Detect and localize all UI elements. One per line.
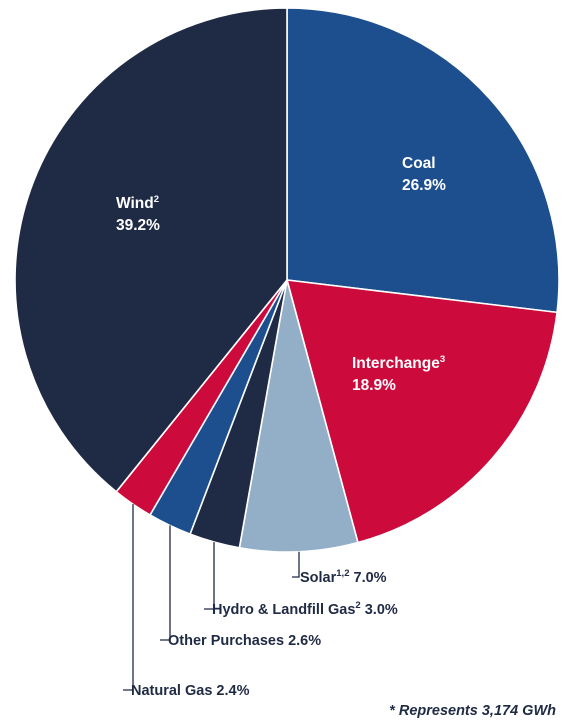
- leader-line-solar: [292, 551, 300, 578]
- slice-name-interchange: Interchange: [352, 355, 440, 372]
- slice-value-natural-gas: 2.4%: [212, 683, 249, 699]
- pie-slice-interchange: [286, 279, 558, 544]
- slice-name-hydro-landfill-gas: Hydro & Landfill Gas: [212, 602, 355, 618]
- slice-footnote-hydro-landfill-gas: 2: [355, 600, 360, 611]
- slice-label-wind: Wind2 39.2%: [116, 194, 160, 234]
- slice-label-coal: Coal 26.9%: [402, 155, 446, 194]
- slice-label-interchange: Interchange3 18.9%: [352, 354, 445, 394]
- slice-value-interchange: 18.9%: [352, 377, 396, 394]
- leader-line-natural-gas: [123, 504, 134, 691]
- slice-value-other-purchases: 2.6%: [284, 633, 321, 649]
- total-note: * Represents 3,174 GWh: [389, 703, 556, 719]
- slice-value-wind: 39.2%: [116, 217, 160, 234]
- leader-line-other-purchases: [160, 525, 171, 641]
- slice-label-solar: Solar1,2 7.0%: [300, 568, 387, 586]
- pie-slice-coal: [286, 7, 560, 314]
- leader-line-hydro-landfill-gas: [204, 542, 215, 610]
- slice-name-other-purchases: Other Purchases: [168, 633, 284, 649]
- slice-value-coal: 26.9%: [402, 177, 446, 194]
- slice-name-solar: Solar: [300, 570, 337, 586]
- pie-slice-solar: [238, 279, 359, 553]
- pie-slice-wind: [14, 7, 288, 493]
- slice-label-other-purchases: Other Purchases 2.6%: [168, 633, 321, 649]
- slice-value-solar: 7.0%: [349, 570, 386, 586]
- slice-value-hydro-landfill-gas: 3.0%: [361, 602, 398, 618]
- slice-label-hydro-landfill-gas: Hydro & Landfill Gas2 3.0%: [212, 600, 398, 618]
- slice-footnote-solar: 1,2: [336, 568, 349, 579]
- slice-footnote-interchange: 3: [440, 354, 445, 365]
- slice-label-natural-gas: Natural Gas 2.4%: [131, 683, 250, 699]
- slice-name-wind: Wind: [116, 195, 154, 212]
- slice-footnote-wind: 2: [154, 194, 159, 205]
- slice-name-coal: Coal: [402, 155, 436, 172]
- slice-name-natural-gas: Natural Gas: [131, 683, 212, 699]
